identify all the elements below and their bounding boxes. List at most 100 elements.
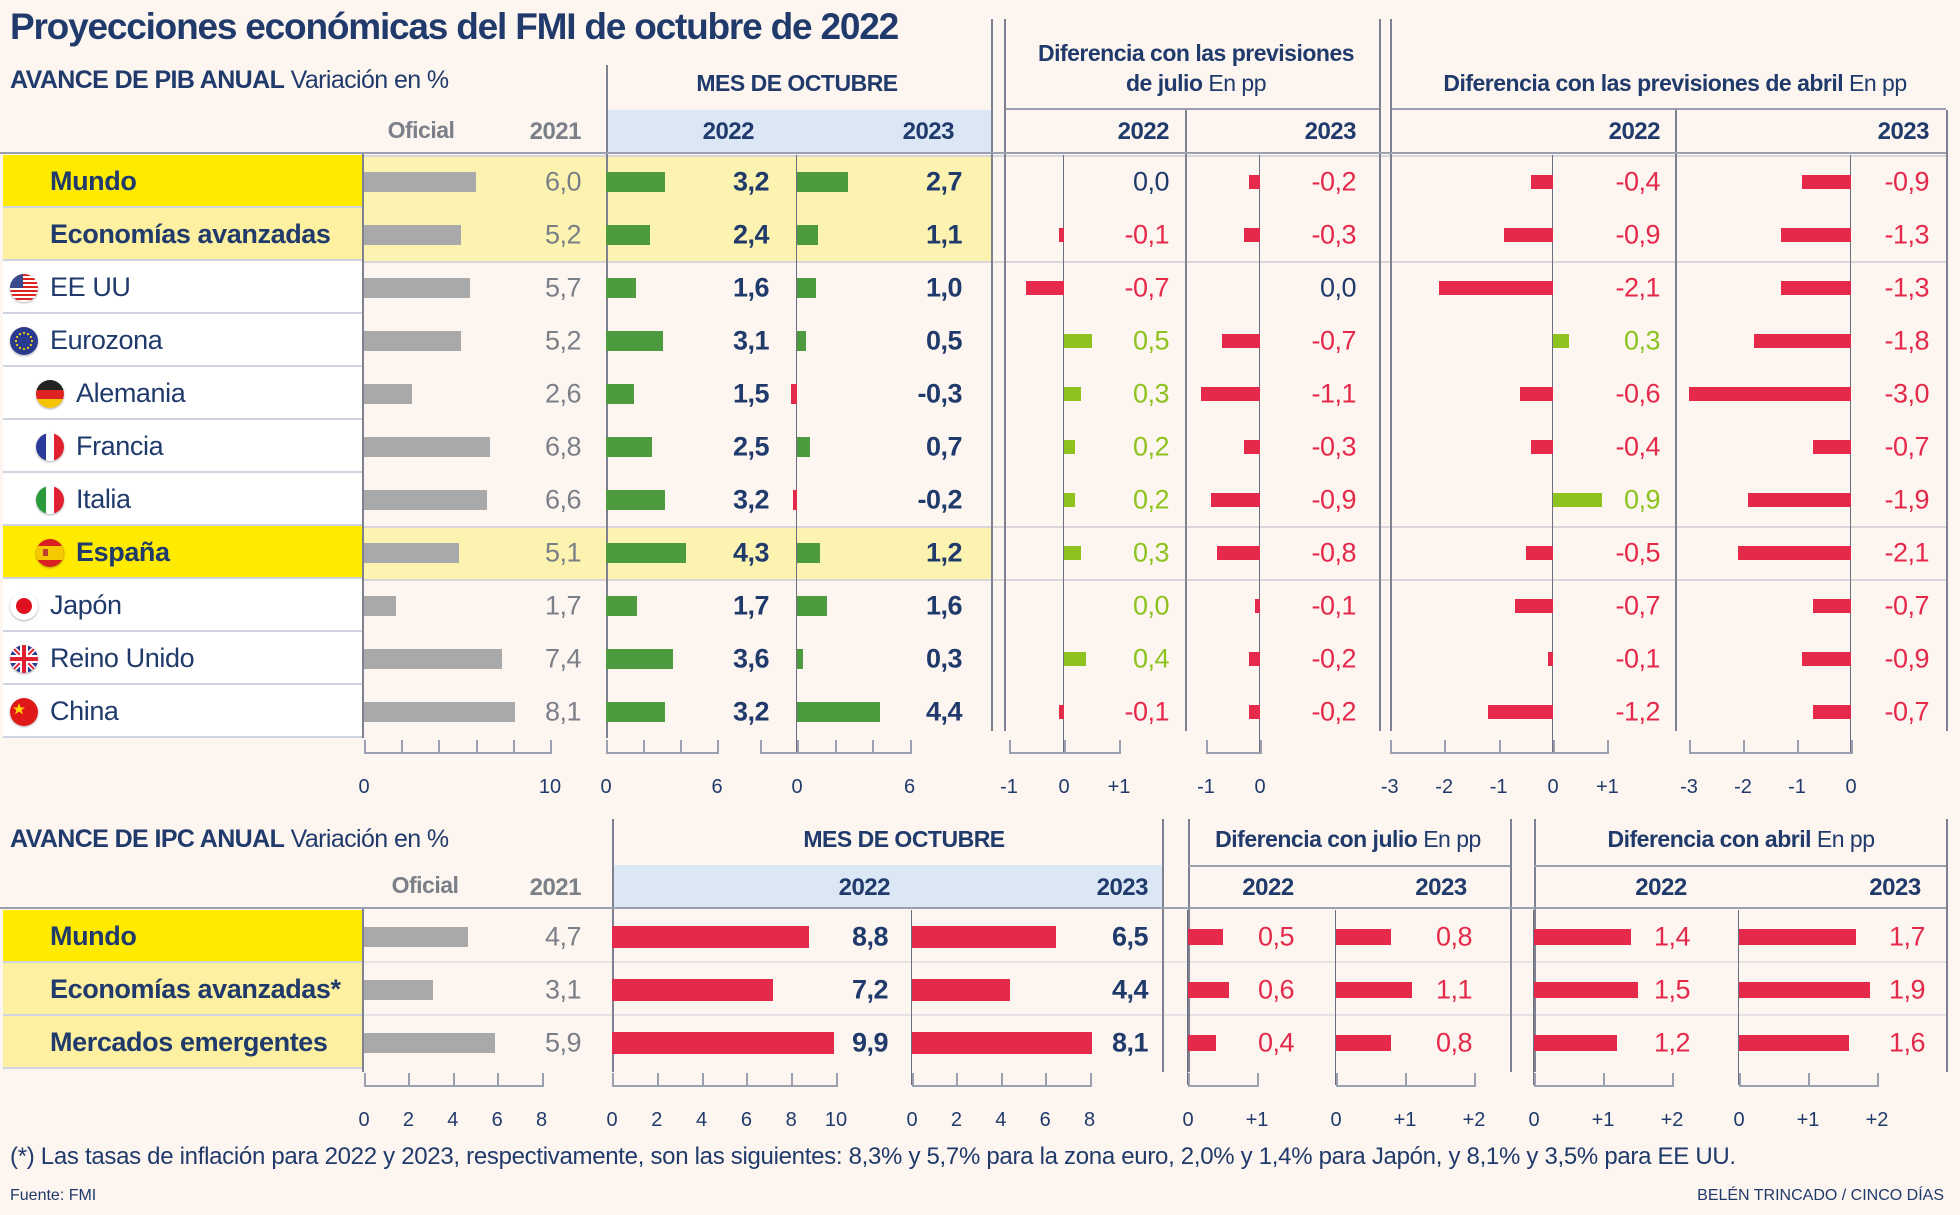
pib-octubre-2023: 2023 xyxy=(902,118,955,145)
axis-tick xyxy=(364,1073,366,1085)
pib-julio-2023: 2023 xyxy=(1304,118,1357,145)
value-label: -0,9 xyxy=(1884,643,1929,673)
value-label: 8,1 xyxy=(544,696,582,726)
pib-abril-2022: 2022 xyxy=(1608,118,1661,145)
value-label: 1,2 xyxy=(1653,1027,1691,1057)
row-separator xyxy=(364,261,1946,263)
zero-line xyxy=(1738,910,1739,1085)
row-separator xyxy=(3,365,362,367)
value-label: -0,4 xyxy=(1615,166,1660,196)
bar xyxy=(1438,280,1553,295)
bar xyxy=(1534,981,1638,998)
bar xyxy=(1753,333,1851,348)
ipc-section-title: AVANCE DE IPC ANUAL xyxy=(10,825,285,853)
axis-tick xyxy=(606,740,608,752)
value-label: 2,4 xyxy=(732,219,770,249)
bar xyxy=(1553,492,1602,507)
ipc-abril-2022: 2022 xyxy=(1635,874,1687,901)
value-label: 0,2 xyxy=(1132,431,1170,461)
ipc-julio-2023: 2023 xyxy=(1415,874,1467,901)
axis-tick-label: -2 xyxy=(1435,776,1454,798)
bar xyxy=(1739,1034,1850,1051)
value-label: 3,1 xyxy=(544,974,582,1004)
value-label: -1,1 xyxy=(1311,378,1356,408)
axis-tick-label: 0 xyxy=(1254,776,1266,798)
bar xyxy=(1064,492,1075,507)
page-title: Proyecciones económicas del FMI de octub… xyxy=(10,6,899,47)
value-label: 1,6 xyxy=(925,590,963,620)
bar xyxy=(1534,928,1631,945)
axis-tick-label: 0 xyxy=(1058,776,1070,798)
row-label: Japón xyxy=(50,589,122,620)
axis-tick-label: -3 xyxy=(1380,776,1399,798)
value-label: 2,5 xyxy=(732,431,770,461)
value-label: -0,6 xyxy=(1615,378,1660,408)
axis-tick xyxy=(1405,1073,1407,1085)
bar xyxy=(793,489,797,510)
axis-tick xyxy=(1797,740,1799,752)
bar xyxy=(364,277,471,298)
ipc-julio-header-text: Diferencia con julio xyxy=(1215,826,1418,852)
row-label-cell xyxy=(3,155,362,206)
axis-tick-label: -1 xyxy=(1489,776,1508,798)
axis-line xyxy=(1188,1085,1259,1087)
value-label: 0,8 xyxy=(1435,921,1473,951)
axis-tick-label: -3 xyxy=(1680,776,1698,798)
bar xyxy=(797,171,848,192)
axis-tick-label: 6 xyxy=(740,1109,752,1131)
axis-tick xyxy=(797,740,799,752)
row-separator xyxy=(364,961,1946,963)
axis-line xyxy=(364,752,552,754)
axis-tick xyxy=(1188,1073,1190,1085)
value-label: 2,7 xyxy=(925,166,963,196)
ipc-octubre-2022: 2022 xyxy=(838,874,891,901)
bar xyxy=(1780,280,1851,295)
bar xyxy=(364,383,413,404)
bar xyxy=(606,171,666,192)
bar xyxy=(612,978,774,1001)
row-label-cell xyxy=(3,632,362,683)
value-label: 5,1 xyxy=(544,537,582,567)
value-label: 0,7 xyxy=(925,431,963,461)
bar xyxy=(1211,492,1260,507)
axis-tick xyxy=(746,1073,749,1085)
header-divider xyxy=(0,152,1946,154)
value-label: 0,3 xyxy=(1623,325,1661,355)
axis-tick xyxy=(834,740,837,752)
value-label: 0,4 xyxy=(1257,1027,1295,1057)
column-divider xyxy=(1390,19,1392,731)
ipc-abril-header: Diferencia con abril En pp xyxy=(1608,826,1875,853)
axis-tick xyxy=(912,1073,914,1085)
axis-tick xyxy=(701,1073,704,1085)
value-label: 0,9 xyxy=(1623,484,1661,514)
axis-tick xyxy=(643,740,645,752)
value-label: -2,1 xyxy=(1884,537,1929,567)
axis-tick-label: -1 xyxy=(1000,776,1018,798)
value-label: -3,0 xyxy=(1884,378,1929,408)
bar xyxy=(606,330,664,351)
pib-section-title: AVANCE DE PIB ANUAL xyxy=(10,66,285,94)
value-label: 5,2 xyxy=(544,325,582,355)
axis-tick-label: 0 xyxy=(1182,1109,1194,1131)
axis-tick-label: +1 xyxy=(1107,776,1131,798)
axis-tick-label: 0 xyxy=(1845,776,1857,798)
value-label: -0,8 xyxy=(1311,537,1356,567)
pib-julio-header-line2: de julio En pp xyxy=(1126,70,1266,97)
axis-tick xyxy=(1444,740,1447,752)
row-label-cell xyxy=(3,1016,362,1067)
axis-tick xyxy=(836,1073,838,1085)
pib-julio-header-line1: Diferencia con las previsiones xyxy=(1037,40,1355,66)
axis-tick-label: 0 xyxy=(906,1109,918,1131)
row-separator xyxy=(3,471,362,473)
axis-tick-label: 0 xyxy=(1330,1109,1342,1131)
value-label: 8,1 xyxy=(1111,1027,1149,1057)
bar xyxy=(797,648,803,669)
bar xyxy=(1520,386,1553,401)
value-label: 4,3 xyxy=(732,537,770,567)
axis-tick xyxy=(1808,1073,1810,1085)
japan-flag-icon xyxy=(10,591,38,620)
value-label: -1,8 xyxy=(1884,325,1929,355)
bar xyxy=(1249,174,1260,189)
column-divider xyxy=(1534,819,1536,1072)
pib-julio-header-text: de julio xyxy=(1126,70,1203,96)
